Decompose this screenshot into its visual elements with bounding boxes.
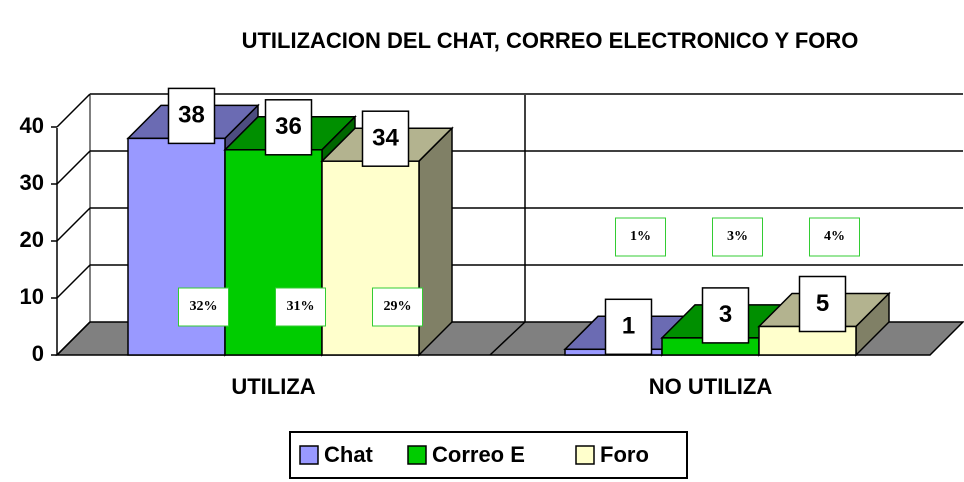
- percent-label-box: [372, 287, 423, 327]
- y-tick-label: 20: [20, 227, 44, 252]
- value-label: 36: [275, 113, 302, 140]
- grid-line: [56, 93, 91, 128]
- value-label: 3: [719, 301, 732, 328]
- y-tick-label: 40: [20, 113, 44, 138]
- bar-side: [418, 126, 453, 357]
- percent-label: 1%: [630, 229, 651, 244]
- value-label: 5: [816, 290, 829, 317]
- percent-label-box: [178, 287, 229, 327]
- percent-label-box: [275, 287, 326, 327]
- percent-label: 31%: [287, 299, 315, 314]
- percent-label: 4%: [824, 229, 845, 244]
- percent-label-box: [809, 217, 860, 257]
- grid-line: [56, 150, 91, 185]
- legend-label: Chat: [324, 442, 374, 467]
- value-label-box: [798, 275, 847, 333]
- y-tick-label: 30: [20, 170, 44, 195]
- percent-label: 29%: [384, 299, 412, 314]
- y-tick-label: 0: [32, 341, 44, 366]
- value-label-box: [361, 110, 410, 167]
- value-label-box: [701, 287, 750, 344]
- value-label-box: [604, 298, 653, 356]
- percent-label: 32%: [190, 299, 218, 314]
- y-tick-label: 10: [20, 284, 44, 309]
- legend-swatch: [299, 445, 319, 465]
- chart-title: UTILIZACION DEL CHAT, CORREO ELECTRONICO…: [242, 28, 859, 53]
- value-label: 1: [622, 313, 635, 340]
- value-label: 34: [372, 125, 399, 152]
- x-tick-label: NO UTILIZA: [649, 374, 773, 399]
- grid-line: [56, 264, 91, 299]
- legend-swatch: [575, 445, 595, 465]
- x-tick-label: UTILIZA: [231, 374, 315, 399]
- legend-label: Foro: [600, 442, 649, 467]
- percent-label-box: [615, 217, 666, 257]
- grid-line: [56, 321, 91, 356]
- value-label-box: [264, 99, 313, 156]
- value-label: 38: [178, 102, 205, 129]
- percent-label: 3%: [727, 229, 748, 244]
- legend: [289, 431, 688, 479]
- legend-swatch: [407, 445, 427, 465]
- value-label-box: [167, 87, 216, 145]
- percent-label-box: [712, 217, 763, 257]
- grid-line: [56, 207, 91, 242]
- legend-label: Correo E: [432, 442, 525, 467]
- floor-divider: [489, 321, 526, 356]
